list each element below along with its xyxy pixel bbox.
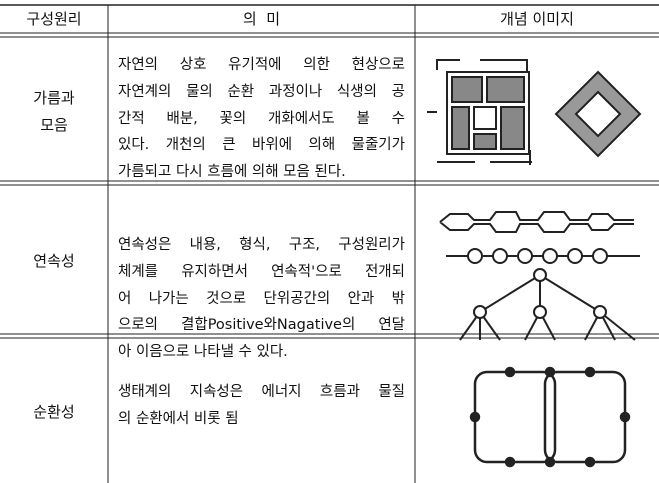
principle-name: 연속성: [33, 252, 75, 270]
meaning-line: 체계를 유지하면서 연속적'으로 전개되: [118, 263, 405, 280]
meaning-line: 있다. 개천의 큰 바위에 의해 물줄기가: [118, 137, 405, 154]
principle-name: 순환성: [33, 403, 75, 421]
principle-name: 모음: [40, 115, 68, 134]
meaning-line: 연속성은 내용, 형식, 구조, 구성원리가: [118, 237, 405, 253]
meaning-line: 의 순환에서 비롯 됨: [118, 410, 239, 427]
meaning-line: 자연의 상호 유기적에 의한 현상으로: [118, 57, 405, 73]
principle-name: 가름과: [33, 88, 75, 107]
image-division: [427, 59, 642, 165]
header-cell: 구성원리: [26, 10, 82, 28]
image-circulation: [469, 366, 631, 468]
meaning-line: 생태계의 지속성은 에너지 흐름과 물질: [118, 384, 405, 400]
meaning-line: 아 이음으로 나타낼 수 있다.: [118, 344, 288, 361]
meaning-line: 간적 배분, 꽃의 개화에서도 볼 수: [118, 110, 405, 127]
image-continuity: [439, 211, 640, 341]
meaning-line: 가름되고 다시 흐름에 의해 모음 된다.: [118, 164, 346, 181]
meaning-line: 으로의 결합Positive와Nagative의 연달: [118, 317, 405, 334]
header-cell: 개념 이미지: [500, 10, 574, 28]
header-cell: 의 미: [242, 10, 281, 28]
meaning-line: 어 나가는 것으로 단위공간의 안과 밖: [118, 290, 405, 307]
meaning-line: 자연계의 물의 순환 과정이나 식생의 공: [118, 83, 405, 100]
